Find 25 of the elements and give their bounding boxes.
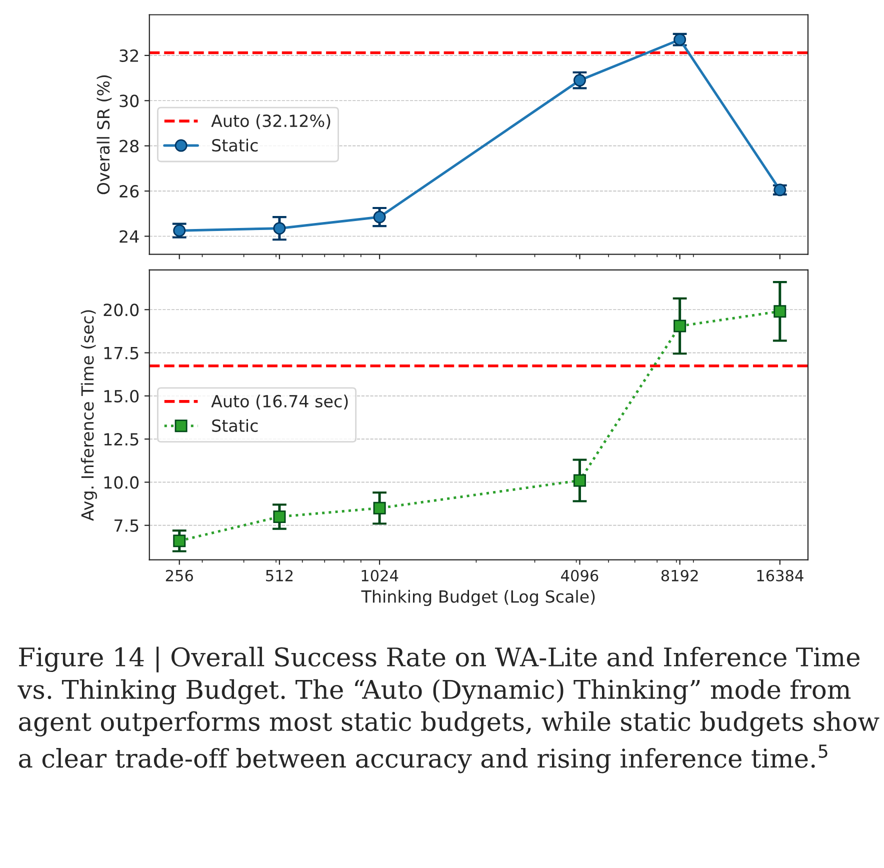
y-axis-title: Avg. Inference Time (sec) <box>80 310 98 521</box>
x-tick-label: 512 <box>266 570 293 582</box>
x-tick-label: 8192 <box>661 570 698 582</box>
y-tick-label: 26 <box>120 185 139 198</box>
legend-label: Static <box>212 138 258 152</box>
y-tick-label: 30 <box>120 94 139 108</box>
legend-label: Auto (32.12%) <box>211 114 330 130</box>
caption: Figure 14 | Overall Success Rate on WA-Lite and Inference Time vs. Thinking Budget. The “Auto (Dynamic) Thinking” mode from agent outperforms most static budgets, while static budgets show a clear trade-off between accuracy and rising inference time.$^{5}$ <box>18 646 880 774</box>
y-tick-label: 7.5 <box>114 520 138 532</box>
y-tick-label: 12.5 <box>104 433 138 446</box>
y-tick-label: 15.0 <box>104 390 139 402</box>
y-axis-title: Overall SR (%) <box>96 75 112 194</box>
legend-label: Static <box>212 419 258 432</box>
y-tick-label: 32 <box>120 49 138 62</box>
y-tick-label: 17.5 <box>104 346 138 360</box>
y-tick-label: 10.0 <box>104 476 139 489</box>
legend-label: Auto (16.74 sec) <box>211 394 348 410</box>
x-tick-label: 1024 <box>362 570 398 582</box>
x-tick-label: 16384 <box>757 570 804 582</box>
y-tick-label: 20.0 <box>104 304 139 316</box>
x-tick-label: 4096 <box>561 570 598 582</box>
y-tick-label: 24 <box>120 230 139 243</box>
x-axis-title: Thinking Budget (Log Scale) <box>361 590 595 606</box>
x-tick-label: 256 <box>166 570 193 582</box>
y-tick-label: 28 <box>120 140 139 152</box>
